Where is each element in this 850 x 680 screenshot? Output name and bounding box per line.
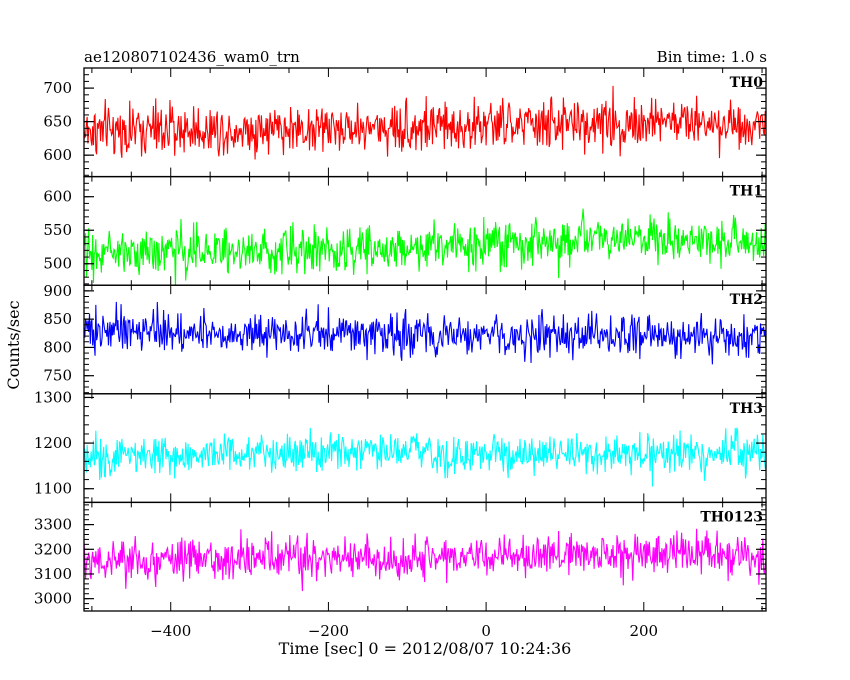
panel-label-th3: TH3 [730,401,763,417]
panel-label-th1: TH1 [730,184,763,200]
series-line-th2 [84,301,766,365]
y-tick-label: 650 [43,113,72,131]
y-tick-label: 550 [43,221,72,239]
x-tick-label: 200 [629,622,658,640]
y-tick-label: 3000 [34,590,72,608]
panel-frame [83,501,767,612]
x-tick-label: −400 [150,622,191,640]
panel-th1: 500 550 600 TH1 [43,175,767,286]
chart-title: ae120807102436_wam0_trn [84,48,300,66]
panel-th0123: 3000 3100 3200 3300 TH0123 [34,501,767,612]
panel-label-th2: TH2 [730,292,763,308]
panels: 600 650 700 TH0 500 550 600 TH1 750 800 850 900 TH2 1… [34,67,767,612]
y-tick-label: 700 [43,79,72,97]
y-tick-label: 3100 [34,565,72,583]
y-tick-label: 3300 [34,516,72,534]
y-tick-label: 500 [43,255,72,273]
y-tick-label: 750 [43,367,72,385]
panel-label-th0123: TH0123 [700,509,763,525]
y-tick-label: 600 [43,146,72,164]
x-tick-label: −200 [308,622,349,640]
x-tick-label: 0 [481,622,491,640]
series-line-th1 [84,208,766,286]
panel-th2: 750 800 850 900 TH2 [43,282,767,395]
panel-th3: 1100 1200 1300 TH3 [34,388,767,504]
panel-th0: 600 650 700 TH0 [43,67,767,178]
y-tick-label: 1100 [34,480,72,498]
y-tick-label: 800 [43,338,72,356]
y-tick-label: 600 [43,188,72,206]
series-line-th0123 [84,528,766,592]
y-tick-label: 900 [43,282,72,300]
y-tick-label: 3200 [34,540,72,558]
y-tick-label: 850 [43,310,72,328]
x-axis: −400 −200 0 200 [150,622,658,640]
series-line-th0 [84,85,766,160]
panel-label-th0: TH0 [730,75,764,91]
x-axis-title: Time [sec] 0 = 2012/08/07 10:24:36 [279,639,572,658]
series-line-th3 [84,427,766,487]
y-axis-title: Counts/sec [4,300,23,389]
y-tick-label: 1300 [34,388,72,406]
bin-time-label: Bin time: 1.0 s [657,48,767,66]
y-tick-label: 1200 [34,434,72,452]
